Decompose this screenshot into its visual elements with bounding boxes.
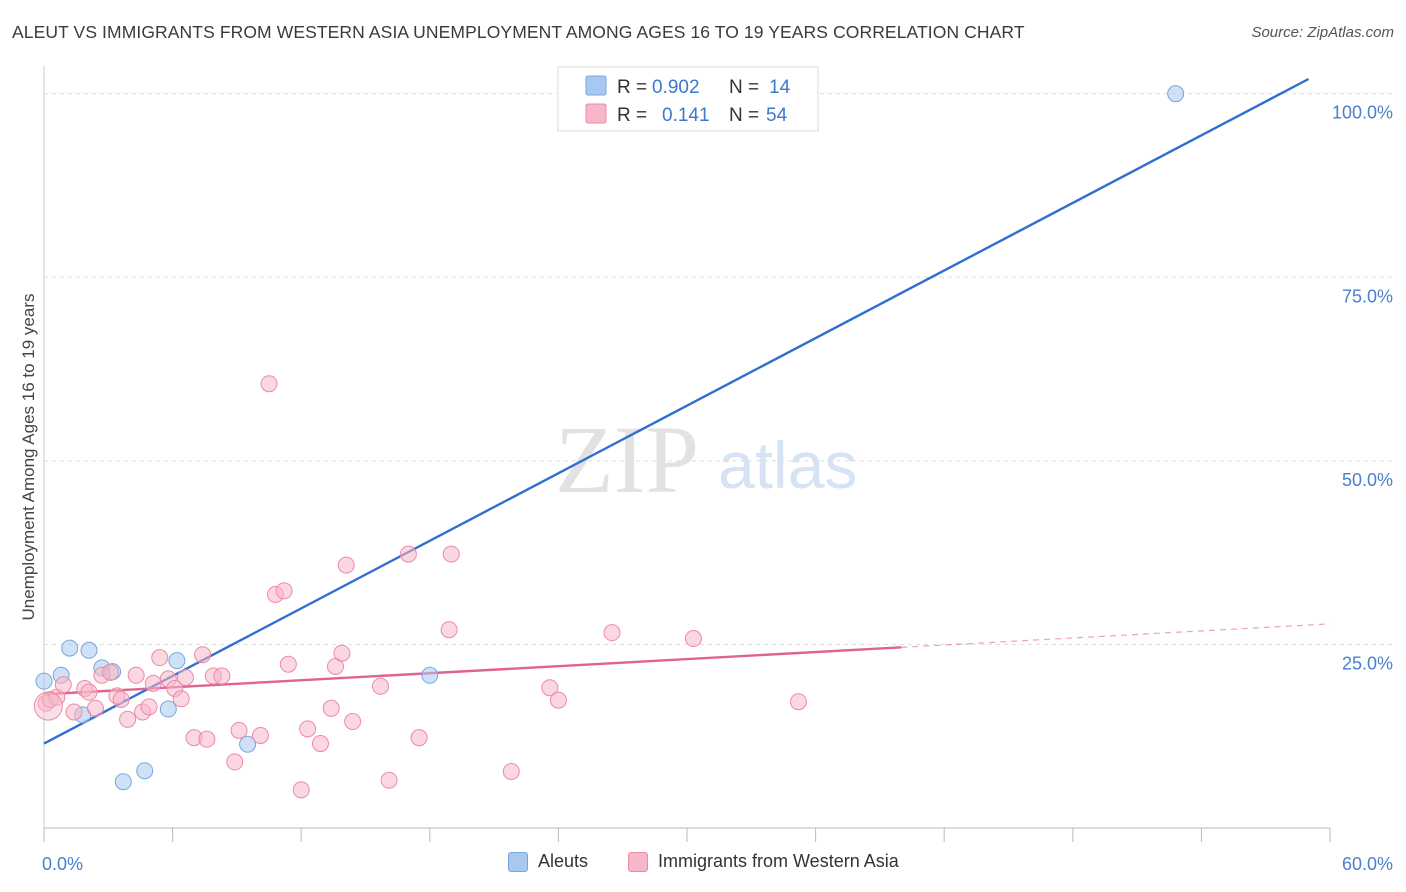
immigrant-trend-extension <box>901 623 1331 648</box>
immigrant-point <box>86 699 104 717</box>
legend-swatch-immigrants <box>628 851 648 872</box>
aleut-point <box>168 652 186 670</box>
immigrant-point <box>337 556 355 574</box>
immigrant-point <box>279 655 297 673</box>
chart-title: ALEUT VS IMMIGRANTS FROM WESTERN ASIA UN… <box>12 22 1025 42</box>
immigrant-point <box>127 666 145 684</box>
immigrant-point <box>176 668 194 686</box>
immigrant-point <box>541 679 559 697</box>
immigrant-point <box>54 676 72 694</box>
immigrant-point <box>198 730 216 748</box>
legend-n-label: N = <box>729 105 759 126</box>
immigrant-point <box>194 646 212 664</box>
legend-n-value: 14 <box>769 77 791 98</box>
watermark-zip: ZIP <box>555 406 699 513</box>
x-tick-label: 60.0% <box>1342 854 1393 874</box>
trend-lines <box>43 77 1331 745</box>
watermark: ZIP atlas <box>555 406 857 513</box>
immigrant-point <box>226 753 244 771</box>
immigrant-point <box>344 713 362 731</box>
immigrant-point <box>440 621 458 639</box>
immigrant-point <box>410 729 428 747</box>
data-points <box>33 85 1185 799</box>
x-tick-label: 0.0% <box>42 854 83 874</box>
y-tick-label: 25.0% <box>1342 653 1393 673</box>
legend-swatch-immigrants <box>585 103 607 124</box>
immigrant-point <box>380 771 398 789</box>
immigrant-point <box>275 582 293 600</box>
immigrant-point-cluster <box>33 691 63 721</box>
immigrant-point <box>140 698 158 716</box>
immigrant-trend-line <box>43 646 902 696</box>
x-tick-labels: 0.0% 60.0% <box>42 854 1393 874</box>
immigrant-point <box>260 375 278 393</box>
immigrant-point <box>684 630 702 648</box>
aleut-point <box>35 672 53 690</box>
legend-swatch-aleuts <box>508 851 528 872</box>
immigrant-point <box>322 699 340 717</box>
y-axis-label: Unemployment Among Ages 16 to 19 years <box>19 294 38 621</box>
immigrant-point <box>230 721 248 739</box>
gridlines <box>44 93 1395 645</box>
immigrant-point <box>80 683 98 701</box>
immigrant-point <box>151 649 169 667</box>
legend-label-immigrants: Immigrants from Western Asia <box>658 851 899 871</box>
immigrant-point <box>399 545 417 563</box>
aleut-point <box>80 641 98 659</box>
aleut-point <box>61 639 79 657</box>
immigrant-point <box>789 693 807 711</box>
immigrant-point <box>603 624 621 642</box>
immigrant-point <box>172 690 190 708</box>
immigrant-point <box>144 674 162 692</box>
y-tick-label: 50.0% <box>1342 470 1393 490</box>
immigrant-point <box>372 677 390 695</box>
immigrant-point <box>311 735 329 753</box>
legend-n-label: N = <box>729 77 759 98</box>
aleut-trend-line <box>43 77 1310 745</box>
immigrant-point <box>333 644 351 662</box>
immigrant-point <box>101 663 119 681</box>
immigrant-point <box>251 726 269 744</box>
legend-swatch-aleuts <box>585 75 607 96</box>
aleut-point <box>239 735 257 753</box>
bottom-legend: Aleuts Immigrants from Western Asia <box>0 851 1406 879</box>
legend-item-immigrants[interactable]: Immigrants from Western Asia <box>628 851 899 872</box>
source-note: Source: ZipAtlas.com <box>1251 24 1394 41</box>
y-tick-labels: 25.0% 50.0% 75.0% 100.0% <box>1332 103 1393 674</box>
legend-r-label: R = <box>617 77 647 98</box>
y-tick-label: 75.0% <box>1342 286 1393 306</box>
immigrant-point <box>442 545 460 563</box>
aleut-point <box>1167 85 1185 103</box>
legend-label-aleuts: Aleuts <box>538 851 589 871</box>
legend-r-label: R = <box>617 105 647 126</box>
immigrant-point <box>299 720 317 738</box>
immigrant-point <box>65 703 83 721</box>
aleut-point <box>159 700 177 718</box>
aleut-point <box>136 762 154 780</box>
legend-r-value: 0.902 <box>652 77 700 98</box>
legend-item-aleuts[interactable]: Aleuts <box>508 851 588 872</box>
immigrant-point <box>549 691 567 709</box>
immigrant-point <box>119 710 137 728</box>
immigrant-point <box>213 667 231 685</box>
immigrant-point <box>292 781 310 799</box>
legend-n-value: 54 <box>766 105 788 126</box>
aleut-point <box>114 773 132 791</box>
watermark-atlas: atlas <box>718 428 857 502</box>
immigrant-point <box>112 690 130 708</box>
immigrant-point <box>502 762 520 780</box>
y-tick-label: 100.0% <box>1332 103 1393 123</box>
legend-r-value: 0.141 <box>662 105 710 126</box>
legend-box: R = 0.902 N = 14 R = 0.141 N = 54 <box>557 66 819 132</box>
aleut-point <box>421 666 439 684</box>
